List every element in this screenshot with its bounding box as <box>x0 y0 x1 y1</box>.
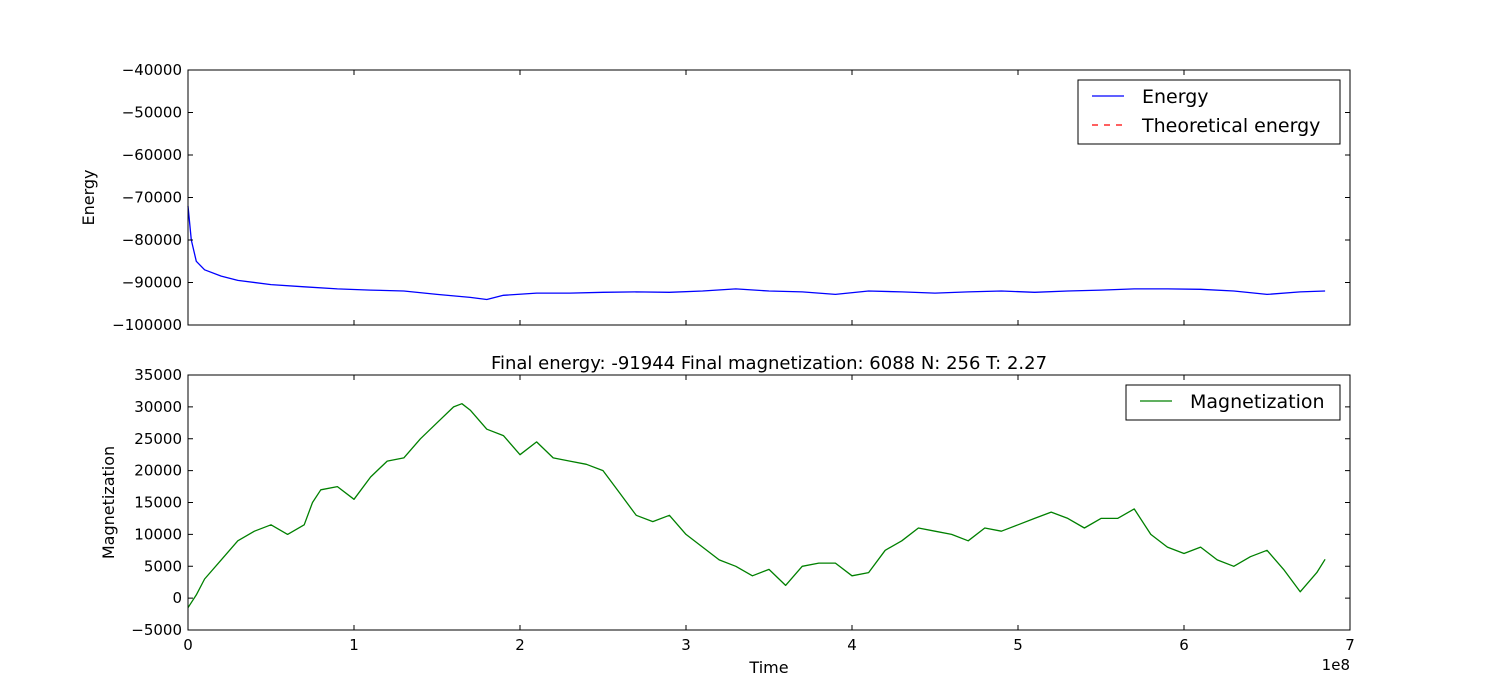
magnetization-ytick-label: 10000 <box>134 525 182 543</box>
magnetization-xtick-label: 6 <box>1179 636 1189 654</box>
magnetization-subplot: Final energy: -91944 Final magnetization… <box>99 353 1355 677</box>
magnetization-plot-lines <box>187 403 1326 609</box>
energy-ytick-label: −80000 <box>122 231 182 249</box>
magnetization-ytick-label: 5000 <box>144 557 182 575</box>
magnetization-ytick-label: 25000 <box>134 430 182 448</box>
magnetization-legend-label: Magnetization <box>1190 391 1325 413</box>
magnetization-x-ticks: 0 1 2 3 4 5 6 7 <box>183 375 1355 654</box>
energy-ytick-label: −60000 <box>122 146 182 164</box>
energy-legend-label: Energy <box>1142 86 1209 108</box>
energy-legend: Energy Theoretical energy <box>1077 79 1341 145</box>
energy-ytick-label: −90000 <box>122 274 182 292</box>
magnetization-legend: Magnetization <box>1125 384 1341 421</box>
magnetization-legend-box <box>1125 384 1341 421</box>
magnetization-xtick-label: 3 <box>681 636 691 654</box>
magnetization-ytick-label: 20000 <box>134 462 182 480</box>
magnetization-ytick-label: 15000 <box>134 494 182 512</box>
energy-x-ticks <box>187 70 1351 325</box>
energy-ytick-label: −100000 <box>112 316 182 334</box>
magnetization-xtick-label: 2 <box>515 636 525 654</box>
magnetization-ytick-label: 35000 <box>134 366 182 384</box>
magnetization-ytick-label: 30000 <box>134 398 182 416</box>
energy-ytick-label: −40000 <box>122 61 182 79</box>
energy-plot-lines <box>187 205 1326 301</box>
energy-ytick-label: −50000 <box>122 104 182 122</box>
magnetization-xtick-label: 4 <box>847 636 857 654</box>
magnetization-ytick-label: 0 <box>172 589 182 607</box>
energy-subplot: −40000 −50000 −60000 −70000 −80000 −90000 −100… <box>79 61 1351 334</box>
magnetization-xtick-label: 1 <box>349 636 359 654</box>
magnetization-xtick-label: 5 <box>1013 636 1023 654</box>
time-x-axis-label: Time <box>748 658 788 677</box>
magnetization-series-line-0 <box>187 403 1326 609</box>
energy-series-line-0 <box>187 205 1326 301</box>
magnetization-ytick-label: −5000 <box>131 621 182 639</box>
energy-legend-box <box>1077 79 1341 145</box>
theoretical-energy-legend-label: Theoretical energy <box>1141 115 1320 137</box>
energy-ytick-label: −70000 <box>122 189 182 207</box>
energy-y-axis-label: Energy <box>79 169 98 225</box>
magnetization-plot-title: Final energy: -91944 Final magnetization… <box>491 353 1047 374</box>
energy-y-ticks: −40000 −50000 −60000 −70000 −80000 −90000 −100… <box>112 61 1350 334</box>
magnetization-xtick-label: 0 <box>183 636 193 654</box>
x-axis-offset-label: 1e8 <box>1322 656 1350 674</box>
magnetization-y-axis-label: Magnetization <box>99 446 118 559</box>
magnetization-y-ticks: 35000 30000 25000 20000 15000 10000 5000 0 −5000 <box>131 366 1350 639</box>
magnetization-xtick-label: 7 <box>1345 636 1355 654</box>
